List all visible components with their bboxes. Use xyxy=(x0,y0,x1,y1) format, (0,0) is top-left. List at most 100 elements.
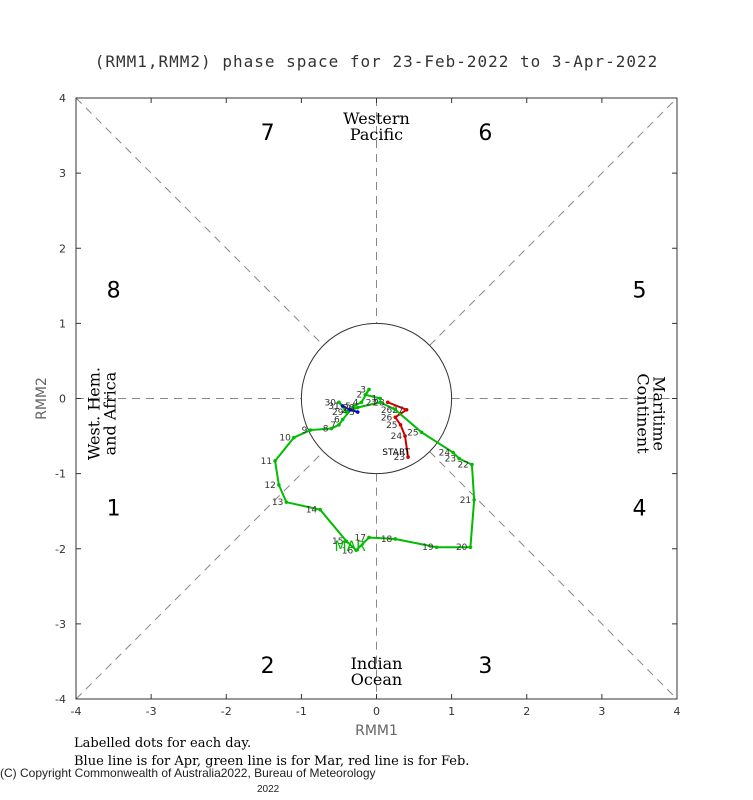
day-dot-feb xyxy=(393,415,398,420)
region-right-line: Continent xyxy=(633,373,652,454)
day-dot-mar xyxy=(318,507,322,512)
day-label-mar: 3 xyxy=(360,385,366,395)
day-label-mar: 11 xyxy=(261,457,272,467)
x-tick-label: 2 xyxy=(523,705,530,718)
guide-diagonal-lower-right xyxy=(429,451,678,700)
phase-label-3: 3 xyxy=(478,654,492,679)
day-label-feb: 26 xyxy=(381,413,393,423)
day-label-mar: 27 xyxy=(366,398,377,408)
day-label-feb: 27 xyxy=(392,406,403,416)
x-axis-label: RMM1 xyxy=(355,723,398,739)
day-label-mar: 18 xyxy=(381,535,393,545)
day-dot-mar xyxy=(344,410,349,414)
day-dot-mar xyxy=(367,387,371,392)
day-dot-mar xyxy=(284,500,289,504)
x-tick-label: 3 xyxy=(598,705,605,718)
phase-label-4: 4 xyxy=(632,496,646,521)
series-line-feb xyxy=(387,401,410,458)
x-tick-label: 1 xyxy=(448,705,455,718)
day-dot-mar xyxy=(308,428,313,432)
x-tick-label: -4 xyxy=(71,705,82,718)
x-tick-label: -3 xyxy=(146,705,157,718)
day-label-mar: 26 xyxy=(381,406,393,416)
region-right-line: Maritime xyxy=(649,376,668,451)
day-dot-feb xyxy=(398,422,403,427)
x-tick-label: -2 xyxy=(221,705,232,718)
day-label-mar: 1 xyxy=(372,395,378,405)
region-top-line: Western xyxy=(343,109,410,128)
day-label-mar: 23 xyxy=(445,455,456,465)
day-dot-feb xyxy=(404,407,409,412)
day-dot-mar xyxy=(329,426,334,431)
day-dot-mar xyxy=(363,392,368,397)
day-label-mar: 9 xyxy=(302,426,308,436)
day-dot-mar xyxy=(468,545,473,550)
y-tick-label: -1 xyxy=(55,468,66,481)
footnote-dots: Labelled dots for each day. xyxy=(74,736,252,751)
axis-labels: RMM1 RMM2 xyxy=(34,377,398,739)
day-label-mar: 22 xyxy=(457,461,468,471)
day-label-mar: 4 xyxy=(353,398,359,408)
y-axis-label: RMM2 xyxy=(34,377,50,420)
day-dot-apr xyxy=(340,404,345,408)
phase-guides xyxy=(75,97,678,700)
day-label-mar: 17 xyxy=(355,533,366,543)
month-label: MAR xyxy=(335,539,367,555)
day-label-mar: 7 xyxy=(330,421,336,431)
day-dot-mar xyxy=(457,456,461,461)
day-label-mar: 19 xyxy=(422,543,434,553)
day-label-apr: 1 xyxy=(334,402,340,412)
phase-label-1: 1 xyxy=(107,496,121,521)
day-label-mar: 8 xyxy=(323,425,329,435)
day-dot-mar xyxy=(344,539,349,544)
day-label-mar: 31 xyxy=(328,402,339,412)
y-tick-label: 0 xyxy=(59,393,66,406)
day-dot-feb xyxy=(385,400,390,405)
day-dot-mar xyxy=(273,459,277,463)
phase-label-8: 8 xyxy=(107,279,121,304)
day-dot-apr xyxy=(348,407,353,412)
day-label-mar: 24 xyxy=(439,449,451,459)
day-dot-mar xyxy=(378,396,383,401)
region-bottom-line: Indian xyxy=(351,654,403,673)
day-dot-feb xyxy=(403,434,407,438)
guide-diagonal-lower-left xyxy=(75,451,324,700)
day-label-feb: 25 xyxy=(386,421,397,431)
copyright-year: 2022 xyxy=(257,784,280,795)
day-dot-mar xyxy=(354,548,359,553)
footnote-colors: Blue line is for Apr, green line is for … xyxy=(74,754,470,769)
day-dot-mar xyxy=(355,405,360,410)
day-dot-mar xyxy=(393,407,398,412)
phase-label-5: 5 xyxy=(632,279,646,304)
phase-label-2: 2 xyxy=(261,654,275,679)
day-dot-mar xyxy=(419,430,424,435)
day-dot-mar xyxy=(472,498,476,502)
day-label-mar: 16 xyxy=(342,546,354,556)
y-tick-label: 3 xyxy=(59,167,66,180)
guide-diagonal-upper-right xyxy=(429,97,678,346)
day-dot-mar xyxy=(352,404,356,408)
phase-label-6: 6 xyxy=(478,121,492,146)
trajectory-series: 2324252627281234567891011121314151617181… xyxy=(261,385,476,556)
y-tick-label: 2 xyxy=(59,242,66,255)
x-tick-label: 4 xyxy=(674,705,681,718)
day-label-mar: 21 xyxy=(460,496,471,506)
day-dot-mar xyxy=(434,545,439,550)
day-dot-apr xyxy=(355,410,360,414)
y-tick-label: -2 xyxy=(55,543,66,556)
copyright-text: (C) Copyright Commonwealth of Australia2… xyxy=(0,766,376,780)
day-dot-mar xyxy=(359,400,364,405)
day-dot-mar xyxy=(393,537,398,541)
day-dot-mar xyxy=(367,535,371,540)
day-label-mar: 2 xyxy=(356,391,362,401)
region-left-line: West. Hem. xyxy=(85,367,104,460)
region-top-line: Pacific xyxy=(350,125,403,144)
day-label-mar: 10 xyxy=(279,434,291,444)
y-tick-label: -3 xyxy=(55,618,66,631)
day-label-mar: 15 xyxy=(332,537,343,547)
day-label-mar: 13 xyxy=(272,498,283,508)
day-dot-mar xyxy=(378,400,383,405)
phase-label-7: 7 xyxy=(261,121,275,146)
